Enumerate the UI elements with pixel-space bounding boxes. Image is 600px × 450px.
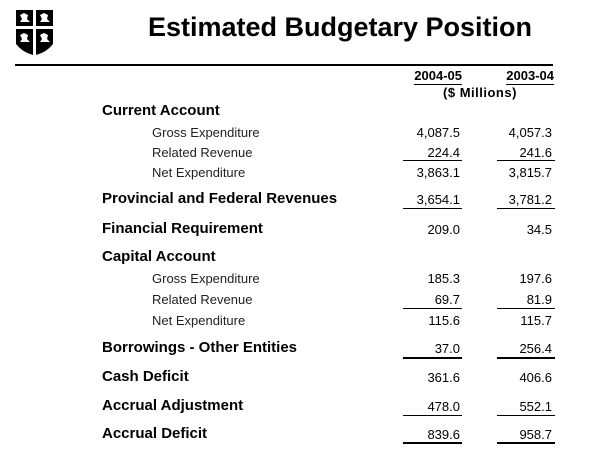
table-row: Financial Requirement 209.0 34.5 — [0, 220, 600, 238]
row-value: 209.0 — [427, 222, 460, 237]
table-row: Gross Expenditure 4,087.5 4,057.3 — [0, 123, 600, 141]
table-row: Capital Account — [0, 248, 600, 266]
row-value: 3,815.7 — [508, 165, 552, 180]
subtotal-line — [497, 160, 555, 161]
table-row: Net Expenditure 3,863.1 3,815.7 — [0, 163, 600, 181]
total-double-line — [403, 442, 462, 444]
table-row: Current Account — [0, 102, 600, 120]
row-label: Borrowings - Other Entities — [102, 339, 298, 356]
table-row: Accrual Adjustment 478.0 552.1 — [0, 397, 600, 415]
total-double-line — [497, 442, 555, 444]
crest-logo-icon — [16, 10, 53, 55]
row-label: Related Revenue — [152, 145, 253, 160]
table-row: Borrowings - Other Entities 37.0 256.4 — [0, 339, 600, 357]
row-label: Financial Requirement — [102, 220, 263, 237]
subtotal-line — [403, 308, 462, 309]
subtotal-line — [497, 415, 555, 416]
row-label: Current Account — [102, 102, 220, 119]
subtotal-line — [403, 160, 462, 161]
table-row: Net Expenditure 115.6 115.7 — [0, 311, 600, 329]
row-label: Accrual Adjustment — [102, 397, 244, 414]
subtotal-line — [497, 308, 555, 309]
row-value: 3,654.1 — [416, 192, 460, 207]
row-label: Net Expenditure — [152, 313, 246, 328]
subtotal-line — [403, 208, 462, 209]
row-value: 115.6 — [428, 313, 460, 328]
title-divider — [15, 64, 553, 66]
subtotal-line — [497, 357, 555, 359]
row-value: 81.9 — [526, 292, 552, 307]
row-value: 478.0 — [427, 399, 460, 414]
row-value: 256.4 — [519, 341, 552, 356]
row-value: 406.6 — [519, 370, 552, 385]
row-label: Related Revenue — [152, 292, 253, 307]
row-value: 3,781.2 — [508, 192, 552, 207]
row-value: 185.3 — [427, 271, 460, 286]
row-label: Net Expenditure — [152, 165, 246, 180]
row-value: 958.7 — [519, 427, 552, 442]
subtotal-line — [497, 208, 555, 209]
row-value: 197.6 — [519, 271, 552, 286]
table-row: Accrual Deficit 839.6 958.7 — [0, 425, 600, 443]
row-label: Capital Account — [102, 248, 216, 265]
row-value: 839.6 — [427, 427, 460, 442]
row-label: Provincial and Federal Revenues — [102, 190, 338, 207]
row-value: 4,057.3 — [508, 125, 552, 140]
table-row: Related Revenue 69.7 81.9 — [0, 290, 600, 308]
units-label: ($ Millions) — [443, 85, 517, 100]
subtotal-line — [403, 357, 462, 359]
table-row: Cash Deficit 361.6 406.6 — [0, 368, 600, 386]
column-header-2003-04: 2003-04 — [506, 68, 554, 85]
row-value: 4,087.5 — [416, 125, 460, 140]
table-row: Related Revenue 224.4 241.6 — [0, 143, 600, 161]
row-value: 361.6 — [427, 370, 460, 385]
subtotal-line — [403, 415, 462, 416]
row-label: Accrual Deficit — [102, 425, 208, 442]
row-value: 34.5 — [526, 222, 552, 237]
row-label: Gross Expenditure — [152, 271, 260, 286]
row-value: 37.0 — [434, 341, 460, 356]
row-value: 552.1 — [519, 399, 552, 414]
page-title: Estimated Budgetary Position — [147, 12, 533, 42]
row-label: Cash Deficit — [102, 368, 189, 385]
table-row: Provincial and Federal Revenues 3,654.1 3,… — [0, 190, 600, 208]
table-row: Gross Expenditure 185.3 197.6 — [0, 269, 600, 287]
column-header-2004-05: 2004-05 — [414, 68, 462, 85]
row-value: 224.4 — [427, 145, 460, 160]
row-value: 115.7 — [520, 313, 552, 328]
row-value: 3,863.1 — [416, 165, 460, 180]
row-value: 69.7 — [434, 292, 460, 307]
row-label: Gross Expenditure — [152, 125, 260, 140]
row-value: 241.6 — [519, 145, 552, 160]
